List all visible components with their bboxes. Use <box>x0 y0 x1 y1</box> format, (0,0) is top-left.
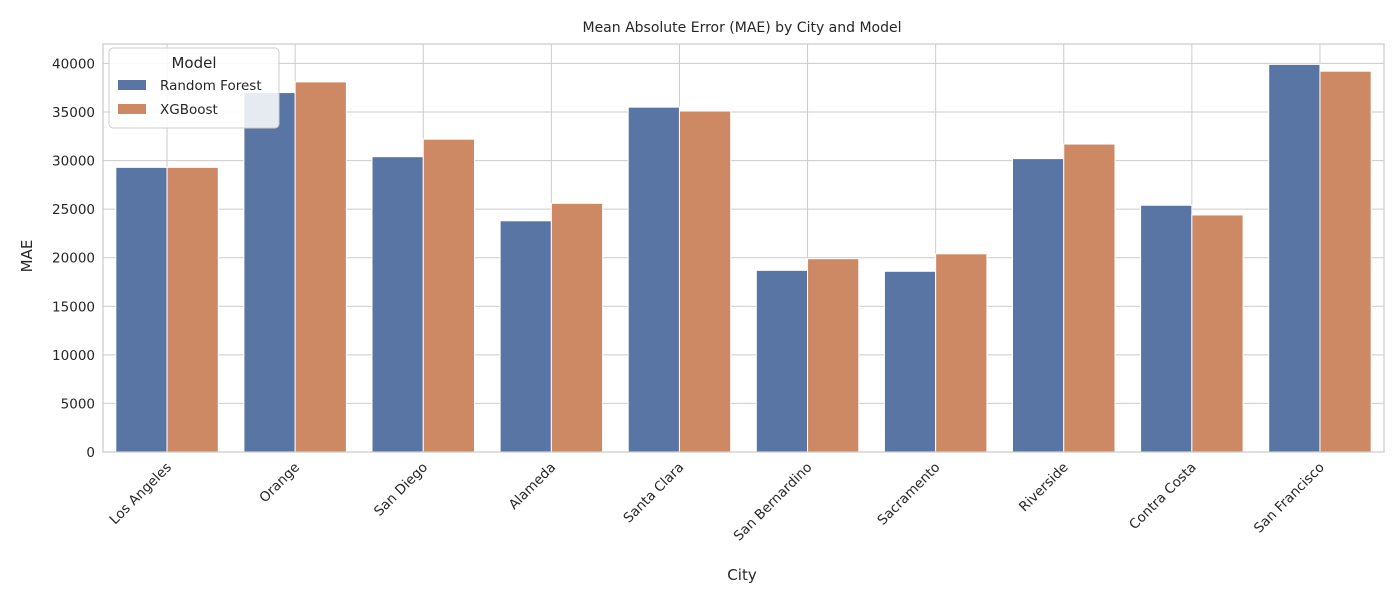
y-tick-label: 15000 <box>52 299 95 315</box>
bar-random-forest-san-francisco <box>1268 63 1321 453</box>
plot-frame <box>102 43 1385 453</box>
y-tick-label: 40000 <box>52 56 95 72</box>
bar-random-forest-sacramento <box>883 270 937 453</box>
x-tick-label: San Diego <box>371 460 431 520</box>
bar-random-forest-alameda <box>499 220 552 453</box>
legend-label-random-forest: Random Forest <box>160 78 262 94</box>
x-tick-label: San Bernardino <box>731 460 816 545</box>
legend: Model Random Forest XGBoost <box>108 47 280 129</box>
bar-random-forest-contra-costa <box>1140 204 1193 453</box>
bar-xgboost-contra-costa <box>1191 214 1244 453</box>
x-tick-label: Riverside <box>1016 460 1072 516</box>
bar-xgboost-alameda <box>550 202 604 453</box>
bar-xgboost-sacramento <box>935 253 988 453</box>
bar-random-forest-orange <box>243 92 296 453</box>
y-axis-ticks: 0 5000 10000 15000 20000 25000 30000 35000 40000 <box>52 56 95 461</box>
y-tick-label: 5000 <box>61 396 95 412</box>
bar-random-forest-santa-clara <box>627 106 680 453</box>
bar-random-forest-san-diego <box>371 156 424 453</box>
chart-title: Mean Absolute Error (MAE) by City and Mo… <box>582 20 901 36</box>
bar-xgboost-san-diego <box>422 138 475 453</box>
bar-random-forest-los-angeles <box>115 166 168 453</box>
y-tick-label: 25000 <box>52 202 95 218</box>
legend-label-xgboost: XGBoost <box>160 102 218 118</box>
x-tick-label: Sacramento <box>874 460 943 529</box>
x-tick-label: Los Angeles <box>107 460 175 528</box>
bar-xgboost-san-francisco <box>1319 70 1372 453</box>
bar-random-forest-riverside <box>1012 158 1065 453</box>
bar-xgboost-riverside <box>1063 143 1116 453</box>
x-tick-label: San Francisco <box>1251 460 1328 537</box>
x-axis-label: City <box>727 566 757 584</box>
y-tick-label: 10000 <box>52 348 95 364</box>
y-axis-label: MAE <box>18 240 36 273</box>
y-tick-label: 20000 <box>52 251 95 267</box>
x-tick-label: Santa Clara <box>620 460 687 527</box>
bar-xgboost-orange <box>294 81 347 453</box>
y-tick-label: 0 <box>86 445 95 461</box>
legend-swatch-random-forest <box>118 80 146 90</box>
x-axis-ticks: Los Angeles Orange San Diego Alameda Santa C… <box>107 460 1328 545</box>
legend-box <box>108 47 280 129</box>
y-tick-label: 30000 <box>52 154 95 170</box>
legend-title: Model <box>171 54 216 72</box>
bar-random-forest-san-bernardino <box>755 269 809 453</box>
x-tick-label: Alameda <box>506 460 559 513</box>
legend-swatch-xgboost <box>118 104 146 114</box>
x-tick-label: Contra Costa <box>1126 460 1199 533</box>
bar-xgboost-los-angeles <box>166 166 219 453</box>
y-tick-label: 35000 <box>52 105 95 121</box>
bars <box>115 63 1372 453</box>
bar-xgboost-santa-clara <box>678 110 732 453</box>
x-tick-label: Orange <box>256 460 303 507</box>
bar-xgboost-san-bernardino <box>807 258 860 453</box>
